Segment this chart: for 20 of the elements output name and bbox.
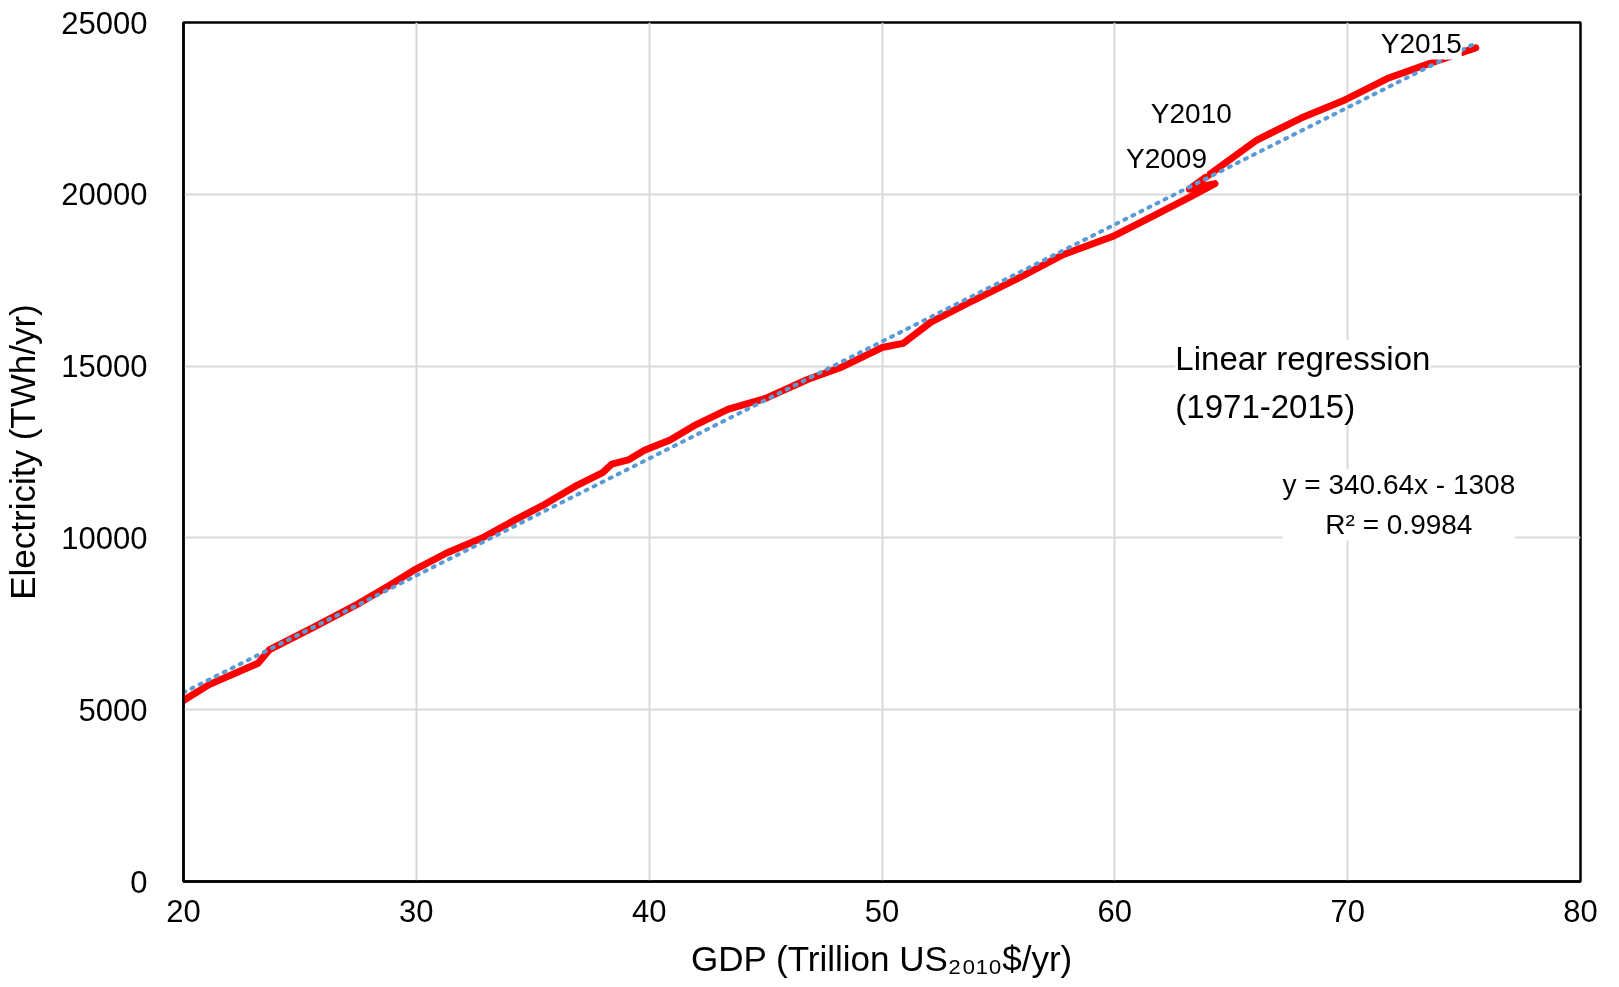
x-tick-label: 70 [1330,893,1365,929]
y-axis-title: Electricity (TWh/yr) [3,304,43,600]
x-tick-label: 30 [399,893,434,929]
x-axis-title: GDP (Trillion US₂₀₁₀$/yr) [691,938,1073,978]
annotation: Linear regression (1971-2015) [1175,340,1431,426]
y-tick-label: 5000 [78,692,148,728]
annotation: Y2015 [1380,28,1462,60]
y-tick-label: 20000 [61,177,148,213]
annotation: y = 340.64x - 1308 R² = 0.9984 [1282,469,1516,541]
annotation: Y2010 [1150,98,1232,130]
x-tick-label: 60 [1097,893,1133,929]
y-tick-label: 25000 [61,5,148,41]
x-tick-label: 20 [166,893,201,929]
x-tick-label: 80 [1563,893,1598,929]
annotation: Y2009 [1125,142,1207,174]
x-tick-label: 50 [864,893,900,929]
x-tick-label: 40 [631,893,667,929]
y-tick-label: 15000 [61,349,148,385]
y-tick-label: 0 [130,864,148,900]
y-tick-label: 10000 [61,520,148,556]
